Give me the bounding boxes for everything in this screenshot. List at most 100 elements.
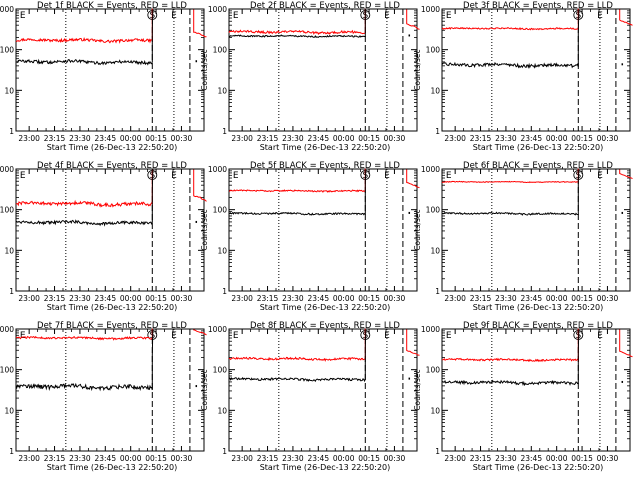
x-tick-label: 00:15 xyxy=(571,454,593,463)
y-tick-label: 1 xyxy=(435,447,440,456)
y-axis-label: Counts/sec xyxy=(200,209,209,250)
x-axis-label: Start Time (26-Dec-13 22:50:20) xyxy=(47,303,178,312)
plot-frame xyxy=(228,168,418,292)
panel-title: Det 4f BLACK = Events, RED = LLD xyxy=(37,161,187,171)
x-tick-label: 00:30 xyxy=(171,134,193,143)
x-tick-label: 23:15 xyxy=(470,294,492,303)
x-axis-label: Start Time (26-Dec-13 22:50:20) xyxy=(260,303,391,312)
x-axis-label: Start Time (26-Dec-13 22:50:20) xyxy=(473,143,604,152)
series-tail-lld xyxy=(193,9,207,38)
series-tail-events xyxy=(408,377,411,380)
plot-frame xyxy=(441,328,631,452)
x-tick-label: 23:30 xyxy=(495,454,517,463)
series-line-lld xyxy=(441,8,580,31)
x-tick-label: 00:30 xyxy=(597,134,619,143)
x-axis-label: Start Time (26-Dec-13 22:50:20) xyxy=(260,143,391,152)
detector-panel-7: Det 7f BLACK = Events, RED = LLD 1 10 100 10… xyxy=(0,321,207,472)
series-tail-events xyxy=(195,60,198,63)
x-axis-label: Start Time (26-Dec-13 22:50:20) xyxy=(473,463,604,472)
y-tick-label: 1000 xyxy=(421,5,440,14)
y-tick-label: 100 xyxy=(0,206,14,215)
event-marker-e: E xyxy=(597,11,603,21)
x-tick-label: 23:15 xyxy=(44,294,66,303)
series-line-events xyxy=(441,329,580,387)
detector-panel-6: Det 6f BLACK = Events, RED = LLD 1 10 100 10… xyxy=(413,161,633,312)
x-tick-label: 23:45 xyxy=(307,294,329,303)
detector-panel-1: Det 1f BLACK = Events, RED = LLD 1 10 100 10… xyxy=(0,1,207,152)
x-tick-label: 23:30 xyxy=(282,294,304,303)
y-tick-label: 1 xyxy=(9,127,14,136)
x-tick-label: 00:00 xyxy=(333,134,355,143)
series-tail-events xyxy=(195,385,198,388)
event-marker-e: E xyxy=(446,11,452,21)
y-tick-label: 1000 xyxy=(421,325,440,334)
x-axis-label: Start Time (26-Dec-13 22:50:20) xyxy=(47,463,178,472)
detector-panel-4: Det 4f BLACK = Events, RED = LLD 1 10 100 10… xyxy=(0,161,207,312)
series-tail-lld xyxy=(619,9,633,26)
x-tick-label: 23:00 xyxy=(231,294,253,303)
y-tick-label: 100 xyxy=(0,366,14,375)
plot-frame xyxy=(441,8,631,132)
event-marker-e: E xyxy=(446,331,452,341)
plot-frame xyxy=(15,168,205,292)
x-tick-label: 00:30 xyxy=(597,454,619,463)
event-marker-e: E xyxy=(233,171,239,181)
x-tick-label: 00:15 xyxy=(145,134,167,143)
plot-frame xyxy=(15,328,205,452)
series-line-events xyxy=(441,9,580,69)
x-tick-label: 23:15 xyxy=(470,134,492,143)
x-tick-label: 23:45 xyxy=(94,134,116,143)
series-line-lld xyxy=(15,328,154,341)
panel-title: Det 7f BLACK = Events, RED = LLD xyxy=(37,321,187,331)
y-tick-label: 1000 xyxy=(208,5,227,14)
x-axis-label: Start Time (26-Dec-13 22:50:20) xyxy=(473,303,604,312)
x-tick-label: 00:00 xyxy=(120,294,142,303)
x-tick-label: 23:00 xyxy=(444,454,466,463)
panel-title: Det 6f BLACK = Events, RED = LLD xyxy=(463,161,613,171)
series-line-lld xyxy=(441,328,580,363)
x-tick-label: 23:15 xyxy=(257,454,279,463)
y-tick-label: 10 xyxy=(430,86,440,95)
event-marker-e: E xyxy=(384,11,390,21)
y-tick-label: 1000 xyxy=(0,5,14,14)
x-tick-label: 23:15 xyxy=(257,294,279,303)
y-tick-label: 1 xyxy=(9,447,14,456)
x-tick-label: 23:45 xyxy=(307,134,329,143)
x-tick-label: 23:45 xyxy=(307,454,329,463)
x-tick-label: 00:30 xyxy=(384,294,406,303)
series-line-events xyxy=(228,8,367,39)
y-tick-label: 100 xyxy=(426,366,441,375)
x-tick-label: 00:00 xyxy=(333,294,355,303)
x-tick-label: 23:00 xyxy=(18,454,40,463)
x-tick-label: 23:30 xyxy=(282,134,304,143)
x-tick-label: 23:00 xyxy=(231,454,253,463)
y-tick-label: 10 xyxy=(217,86,227,95)
series-line-events xyxy=(228,169,367,216)
series-line-lld xyxy=(228,8,367,36)
x-tick-label: 00:00 xyxy=(546,454,568,463)
y-axis-label: Counts/sec xyxy=(200,49,209,90)
series-tail-lld xyxy=(406,329,420,356)
x-tick-label: 23:15 xyxy=(470,454,492,463)
series-tail-events xyxy=(408,34,411,37)
event-marker-e: E xyxy=(171,171,177,181)
y-tick-label: 100 xyxy=(213,206,228,215)
x-tick-label: 23:30 xyxy=(495,294,517,303)
x-tick-label: 00:15 xyxy=(358,134,380,143)
detector-panel-5: Det 5f BLACK = Events, RED = LLD 1 10 100 10… xyxy=(200,161,420,312)
y-tick-label: 10 xyxy=(217,246,227,255)
plot-frame xyxy=(15,8,205,132)
x-tick-label: 23:30 xyxy=(69,294,91,303)
event-marker-e: E xyxy=(446,171,452,181)
x-tick-label: 00:15 xyxy=(358,454,380,463)
y-tick-label: 1000 xyxy=(0,165,14,174)
panel-title: Det 5f BLACK = Events, RED = LLD xyxy=(250,161,400,171)
x-tick-label: 23:00 xyxy=(231,134,253,143)
x-tick-label: 23:00 xyxy=(18,134,40,143)
x-tick-label: 23:45 xyxy=(520,454,542,463)
detector-panel-3: Det 3f BLACK = Events, RED = LLD 1 10 100 10… xyxy=(413,1,633,152)
y-tick-label: 10 xyxy=(4,246,14,255)
panel-title: Det 9f BLACK = Events, RED = LLD xyxy=(463,321,613,331)
x-axis-label: Start Time (26-Dec-13 22:50:20) xyxy=(260,463,391,472)
